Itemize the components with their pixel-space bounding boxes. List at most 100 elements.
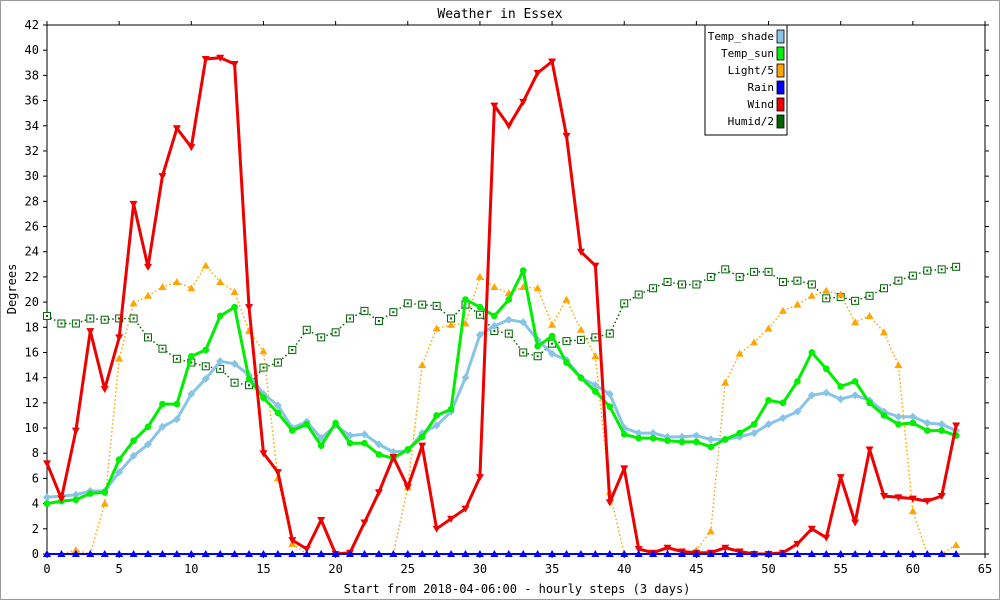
- data-point: [952, 550, 961, 557]
- data-point: [793, 407, 802, 416]
- data-point: [317, 516, 326, 524]
- data-point: [389, 308, 398, 317]
- data-point: [937, 420, 946, 429]
- data-point: [548, 332, 556, 340]
- y-tick-label: 32: [25, 144, 39, 158]
- data-point: [231, 303, 238, 311]
- data-point: [462, 296, 469, 303]
- y-tick-label: 30: [25, 169, 39, 183]
- data-point: [548, 349, 557, 358]
- data-point: [86, 550, 95, 557]
- data-point-dot: [334, 331, 337, 334]
- data-point: [764, 267, 773, 276]
- data-point: [71, 490, 80, 499]
- data-point: [57, 495, 66, 503]
- data-point: [649, 550, 658, 557]
- data-point: [923, 498, 932, 506]
- data-point: [851, 391, 860, 400]
- data-point-dot: [204, 365, 207, 368]
- data-point: [836, 395, 845, 404]
- data-point: [447, 405, 455, 413]
- data-point: [216, 357, 225, 366]
- data-point: [331, 328, 340, 337]
- data-point-dot: [579, 338, 582, 341]
- data-point: [721, 265, 730, 274]
- data-point: [432, 550, 441, 557]
- data-point: [664, 437, 671, 444]
- y-tick-label: 40: [25, 43, 39, 57]
- data-point: [144, 550, 153, 557]
- data-point: [403, 550, 412, 557]
- x-tick-label: 60: [906, 562, 920, 576]
- data-point-dot: [233, 381, 236, 384]
- x-tick-label: 35: [545, 562, 559, 576]
- data-point: [418, 361, 427, 369]
- data-point: [302, 545, 311, 553]
- y-tick-label: 14: [25, 371, 39, 385]
- x-tick-label: 40: [617, 562, 631, 576]
- data-point: [374, 440, 383, 449]
- data-point: [375, 451, 383, 458]
- y-tick-label: 26: [25, 220, 39, 234]
- data-point: [634, 545, 643, 553]
- data-point: [591, 550, 600, 557]
- series-line: [45, 56, 958, 556]
- y-tick-label: 24: [25, 245, 39, 259]
- data-point: [115, 550, 124, 557]
- data-point: [778, 306, 787, 314]
- data-point: [202, 346, 210, 354]
- data-point: [533, 284, 542, 292]
- data-point-dot: [666, 280, 669, 283]
- data-point: [548, 58, 557, 66]
- x-tick-label: 55: [833, 562, 847, 576]
- data-point: [778, 413, 787, 422]
- x-tick-label: 65: [978, 562, 992, 576]
- data-point: [216, 550, 225, 557]
- data-point: [620, 431, 628, 438]
- data-point: [360, 519, 369, 527]
- data-point: [938, 427, 946, 434]
- data-point: [952, 541, 961, 549]
- x-tick-label: 30: [473, 562, 487, 576]
- data-point-dot: [522, 351, 525, 354]
- data-point: [346, 550, 355, 557]
- data-point: [851, 550, 860, 557]
- data-point: [923, 427, 931, 434]
- data-point: [649, 284, 658, 293]
- data-point-dot: [695, 283, 698, 286]
- data-point-dot: [709, 275, 712, 278]
- data-point: [519, 348, 528, 357]
- data-point: [43, 460, 51, 468]
- legend-label-humid-2: Humid/2: [728, 115, 774, 128]
- data-point: [807, 280, 816, 289]
- data-point: [475, 474, 484, 482]
- data-point: [245, 304, 254, 312]
- data-point: [822, 534, 831, 542]
- data-point: [576, 335, 585, 344]
- data-point: [101, 488, 109, 496]
- data-point: [71, 550, 80, 557]
- data-point: [563, 359, 570, 366]
- data-point: [952, 422, 961, 430]
- data-point: [591, 381, 600, 390]
- data-point: [562, 295, 571, 303]
- data-point: [721, 378, 730, 386]
- y-tick-label: 36: [25, 94, 39, 108]
- data-point: [620, 550, 629, 557]
- data-point: [447, 515, 456, 523]
- data-point: [418, 550, 427, 557]
- data-point: [389, 550, 398, 557]
- data-point: [259, 550, 268, 557]
- data-point: [490, 102, 499, 110]
- y-tick-label: 34: [25, 119, 39, 133]
- data-point: [86, 490, 94, 497]
- data-point: [894, 361, 903, 369]
- series-line: [46, 266, 957, 386]
- data-point: [735, 272, 744, 281]
- data-point: [158, 550, 167, 557]
- data-point: [504, 550, 513, 557]
- data-point-dot: [46, 314, 48, 317]
- data-point: [721, 550, 730, 557]
- data-point: [793, 550, 802, 557]
- data-point: [519, 267, 527, 274]
